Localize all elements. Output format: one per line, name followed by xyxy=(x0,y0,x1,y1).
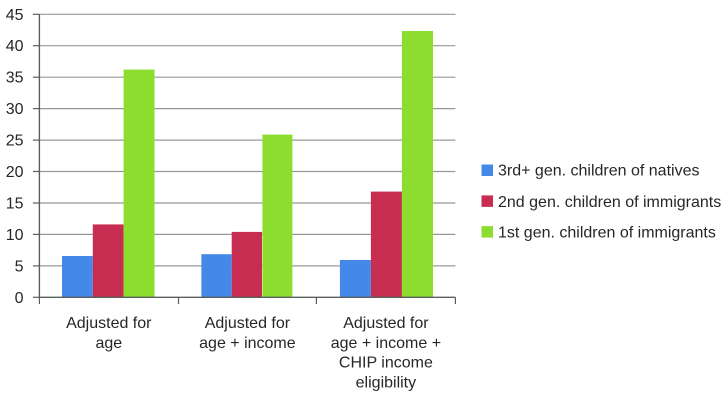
svg-text:25: 25 xyxy=(6,133,24,150)
svg-text:2nd gen. children of immigrant: 2nd gen. children of immigrants xyxy=(498,194,721,211)
svg-text:Adjusted for: Adjusted for xyxy=(343,315,429,332)
svg-text:3rd+ gen. children of natives: 3rd+ gen. children of natives xyxy=(498,163,699,180)
svg-text:30: 30 xyxy=(6,101,24,118)
svg-text:1st gen. children of immigrant: 1st gen. children of immigrants xyxy=(498,225,716,242)
svg-text:35: 35 xyxy=(6,70,24,87)
svg-text:eligibility: eligibility xyxy=(356,375,416,392)
svg-text:age + income +: age + income + xyxy=(331,335,441,352)
svg-text:CHIP income: CHIP income xyxy=(339,354,433,371)
svg-text:5: 5 xyxy=(15,258,24,275)
svg-text:45: 45 xyxy=(6,7,24,24)
svg-text:15: 15 xyxy=(6,196,24,213)
svg-text:age + income: age + income xyxy=(199,335,296,352)
svg-text:age: age xyxy=(95,335,122,352)
svg-text:20: 20 xyxy=(6,164,24,181)
svg-text:Adjusted for: Adjusted for xyxy=(66,315,152,332)
svg-text:10: 10 xyxy=(6,227,24,244)
svg-text:Adjusted for: Adjusted for xyxy=(205,315,291,332)
svg-text:0: 0 xyxy=(15,290,24,307)
svg-text:40: 40 xyxy=(6,38,24,55)
